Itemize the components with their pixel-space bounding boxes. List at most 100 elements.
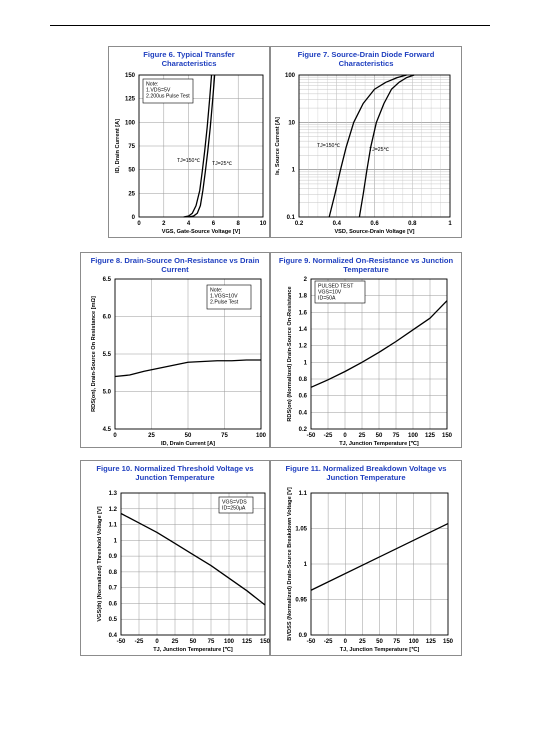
x-tick-label: 0 (113, 433, 117, 439)
y-tick-label: 1 (304, 360, 308, 366)
x-axis-label: VGS, Gate-Source Voltage [V] (162, 229, 241, 235)
note-line: Note: (210, 288, 222, 294)
y-tick-label: 1 (292, 168, 296, 174)
x-tick-label: 25 (148, 433, 155, 439)
x-tick-label: -25 (135, 639, 144, 645)
y-axis-label: VGS(th) (Normalized) Threshold Voltage [… (97, 506, 103, 621)
plot-area (310, 278, 448, 430)
figure-11-panel: Figure 11. Normalized Breakdown Voltage … (270, 460, 462, 656)
x-tick-label: 75 (393, 433, 400, 439)
y-tick-label: 1.2 (109, 507, 118, 513)
y-tick-label: 75 (128, 144, 135, 150)
figure-8-title: Figure 8. Drain-Source On-Resistance vs … (81, 256, 269, 274)
note-line: PULSED TEST (318, 284, 354, 290)
y-tick-label: 1.1 (299, 491, 308, 497)
x-tick-label: 75 (221, 433, 228, 439)
x-axis-label: ID, Drain Current [A] (161, 441, 215, 447)
plot-area (120, 492, 266, 636)
series-label: TJ=150℃ (317, 143, 340, 149)
note-box (206, 284, 252, 310)
figure-6-panel: Figure 6. Typical Transfer Characteristi… (108, 46, 270, 238)
y-axis-label: Is, Source Current [A] (275, 117, 281, 175)
figure-10-chart: -50 -25 0 25 50 75 100 125 150 0.4 0.5 0.6 0.7 0.8 0.9… (97, 491, 271, 653)
note-box (218, 496, 254, 514)
y-tick-label: 50 (128, 168, 135, 174)
x-tick-label: 0 (344, 639, 348, 645)
note-line: ID=50A (318, 296, 336, 302)
series-label: TJ=25℃ (212, 161, 233, 167)
y-axis-label: RDS(on) (Normalized) Drain-Source On-Res… (287, 286, 293, 421)
y-axis-label: BVDSS (Normalized) Drain-Source Breakdow… (287, 487, 293, 641)
y-tick-label: 125 (125, 97, 136, 103)
figure-10-title-line2: Junction Temperature (135, 473, 215, 482)
note-line: ID=250μA (222, 506, 246, 512)
x-tick-label: 75 (208, 639, 215, 645)
y-tick-label: 0.6 (109, 601, 118, 607)
series-line (310, 522, 449, 591)
x-tick-label: -25 (324, 639, 333, 645)
y-tick-label: 1.05 (295, 527, 307, 533)
plot-frame (310, 278, 448, 430)
y-tick-label: 1 (304, 562, 308, 568)
x-tick-label: 50 (190, 639, 197, 645)
figure-10-title-line1: Figure 10. Normalized Threshold Voltage … (96, 464, 254, 473)
plot-frame (114, 278, 262, 430)
x-tick-label: -50 (307, 639, 316, 645)
note-line: 2.Pulse Test (210, 300, 239, 306)
y-tick-label: 6.5 (103, 277, 112, 283)
figure-10-title: Figure 10. Normalized Threshold Voltage … (81, 464, 269, 482)
y-tick-label: 0.7 (109, 586, 118, 592)
x-tick-label: 125 (425, 433, 436, 439)
y-tick-label: 1.6 (299, 310, 308, 316)
x-tick-label: 50 (376, 433, 383, 439)
x-tick-label: 0 (137, 221, 141, 227)
figure-8-chart: 0 25 50 75 100 4.5 5.0 5.5 6.0 6.5 ID, Drain Curre… (91, 277, 267, 447)
figure-9-title-line2: Temperature (343, 265, 389, 274)
x-tick-label: 100 (256, 433, 267, 439)
y-tick-label: 0.9 (299, 633, 308, 639)
figure-10-panel: Figure 10. Normalized Threshold Voltage … (80, 460, 271, 656)
plot-frame (120, 492, 266, 636)
x-axis-label: TJ, Junction Temperature [℃] (153, 646, 233, 653)
y-tick-label: 1 (114, 538, 118, 544)
y-tick-label: 1.8 (299, 294, 308, 300)
y-tick-label: 5.0 (103, 390, 112, 396)
x-tick-label: 4 (187, 221, 191, 227)
y-tick-label: 0.95 (295, 598, 307, 604)
x-tick-label: 0.4 (333, 221, 342, 227)
note-line: 1.VDS=5V (146, 88, 171, 94)
figure-6-title-line1: Figure 6. Typical Transfer Characteristi… (143, 50, 235, 68)
x-axis-label: TJ, Junction Temperature [℃] (339, 440, 419, 447)
x-tick-label: 25 (172, 639, 179, 645)
x-tick-label: 10 (260, 221, 267, 227)
y-tick-label: 1.3 (109, 491, 118, 497)
figure-11-chart: -50 -25 0 25 50 75 100 125 150 0.9 0.95 1 1.05 1.1 TJ,… (287, 487, 454, 653)
x-tick-label: 100 (224, 639, 235, 645)
figure-8-title-line1: Figure 8. Drain-Source On-Resistance vs … (90, 256, 260, 265)
x-tick-label: 0 (155, 639, 159, 645)
x-tick-label: 25 (359, 433, 366, 439)
x-tick-label: 100 (409, 639, 420, 645)
plot-frame (138, 74, 264, 218)
plot-frame (298, 74, 451, 218)
x-tick-label: 50 (376, 639, 383, 645)
x-tick-label: 150 (260, 639, 271, 645)
y-tick-label: 0.9 (109, 554, 118, 560)
figure-7-title: Figure 7. Source-Drain Diode Forward Cha… (271, 50, 461, 68)
figure-7-panel: Figure 7. Source-Drain Diode Forward Cha… (270, 46, 462, 238)
figure-8-panel: Figure 8. Drain-Source On-Resistance vs … (80, 252, 270, 448)
note-line: Note: (146, 82, 158, 88)
figure-11-title-line2: Junction Temperature (326, 473, 406, 482)
note-box (314, 280, 366, 304)
x-tick-label: 50 (185, 433, 192, 439)
y-tick-label: 0.1 (287, 215, 296, 221)
series-line (183, 74, 213, 218)
y-tick-label: 1.2 (299, 344, 308, 350)
figure-9-title-line1: Figure 9. Normalized On-Resistance vs Ju… (278, 256, 454, 265)
note-line: 1.VGS=10V (210, 294, 238, 300)
x-tick-label: 2 (162, 221, 166, 227)
y-tick-label: 0.6 (299, 394, 308, 400)
figure-11-title-line1: Figure 11. Normalized Breakdown Voltage … (285, 464, 447, 473)
series-label: TJ=150℃ (177, 158, 200, 164)
x-tick-label: -50 (307, 433, 316, 439)
